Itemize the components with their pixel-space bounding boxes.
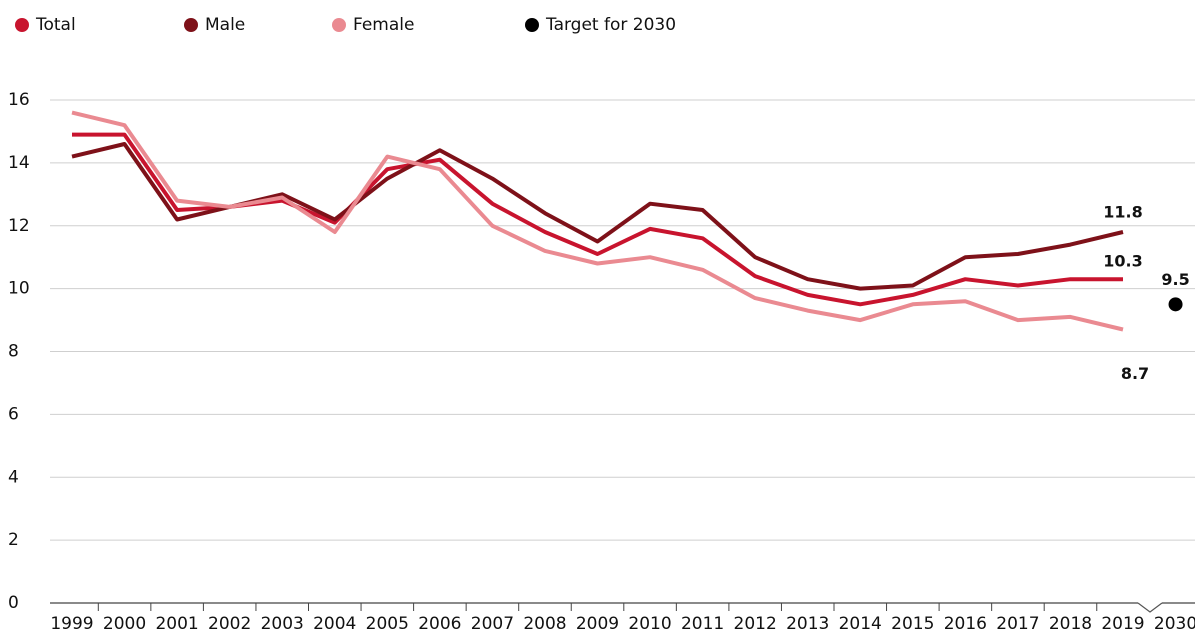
legend-label: Male xyxy=(205,15,245,35)
legend-swatch xyxy=(525,18,539,32)
series-line xyxy=(71,110,1124,332)
legend-item: Male xyxy=(184,15,245,35)
y-tick-label: 2 xyxy=(8,530,19,550)
y-tick-label: 16 xyxy=(8,90,30,110)
legend-label: Total xyxy=(35,15,76,35)
x-tick-label: 2011 xyxy=(681,614,724,634)
x-tick-label: 2013 xyxy=(786,614,829,634)
legend-item: Total xyxy=(15,15,76,35)
data-label: 9.5 xyxy=(1161,270,1189,289)
x-tick-label: 2005 xyxy=(366,614,409,634)
x-tick-label: 2030 xyxy=(1154,614,1195,634)
legend-swatch xyxy=(332,18,346,32)
y-tick-label: 12 xyxy=(8,216,30,236)
series-line xyxy=(72,132,1123,307)
x-tick-label: 2003 xyxy=(261,614,304,634)
y-tick-label: 6 xyxy=(8,404,19,424)
x-tick-label: 2006 xyxy=(418,614,461,634)
x-tick-label: 2002 xyxy=(208,614,251,634)
legend-label: Target for 2030 xyxy=(545,15,676,35)
y-tick-label: 14 xyxy=(8,153,30,173)
x-tick-label: 2001 xyxy=(155,614,198,634)
x-tick-label: 2016 xyxy=(944,614,987,634)
legend-swatch xyxy=(15,18,29,32)
x-tick-label: 2000 xyxy=(103,614,146,634)
x-tick-label: 2014 xyxy=(839,614,882,634)
data-label: 8.7 xyxy=(1121,364,1149,383)
target-point xyxy=(1168,297,1183,312)
x-tick-label: 2010 xyxy=(628,614,671,634)
x-tick-label: 2017 xyxy=(996,614,1039,634)
x-tick-label: 2007 xyxy=(471,614,514,634)
axis-break xyxy=(1137,602,1163,613)
x-tick-label: 2009 xyxy=(576,614,619,634)
x-tick-label: 2012 xyxy=(734,614,777,634)
series-line xyxy=(71,142,1124,291)
x-tick-label: 2004 xyxy=(313,614,356,634)
y-tick-label: 8 xyxy=(8,342,19,362)
x-tick-label: 2015 xyxy=(891,614,934,634)
legend-swatch xyxy=(184,18,198,32)
x-tick-label: 1999 xyxy=(50,614,93,634)
data-label: 11.8 xyxy=(1103,203,1142,222)
legend-item: Female xyxy=(332,15,414,35)
x-tick-label: 2008 xyxy=(523,614,566,634)
y-tick-label: 10 xyxy=(8,279,30,299)
y-tick-label: 4 xyxy=(8,467,19,487)
legend-item: Target for 2030 xyxy=(525,15,676,35)
data-label: 10.3 xyxy=(1103,252,1142,271)
x-tick-label: 2019 xyxy=(1101,614,1144,634)
y-tick-label: 0 xyxy=(8,593,19,613)
legend-label: Female xyxy=(353,15,414,35)
x-tick-label: 2018 xyxy=(1049,614,1092,634)
